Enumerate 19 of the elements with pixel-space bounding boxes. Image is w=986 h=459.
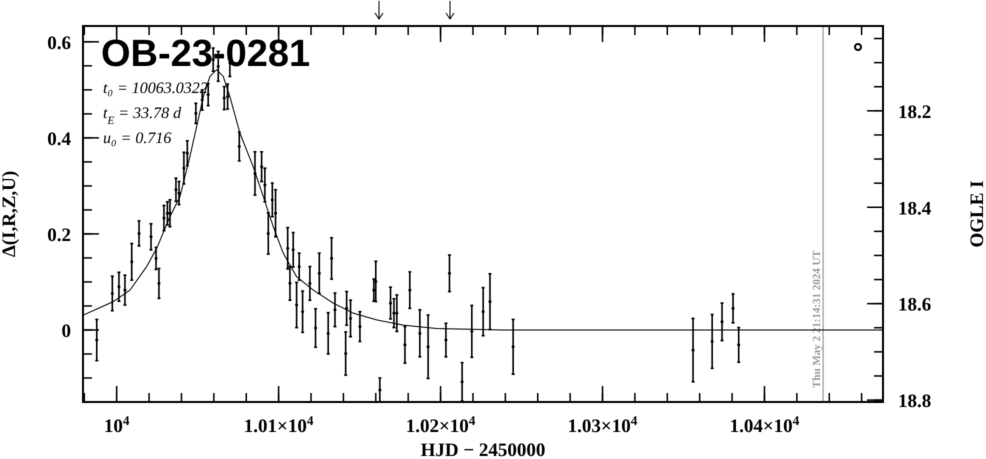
x-axis-title: HJD − 2450000 xyxy=(420,440,546,459)
y2-tick-label: 18.4 xyxy=(898,198,932,220)
y-tick-label: 0.2 xyxy=(47,224,71,246)
y-tick-label: 0.6 xyxy=(47,32,71,54)
y2-axis-title: OGLE I xyxy=(967,180,986,248)
x-tick-label: 10$^{4}$ xyxy=(104,412,130,437)
y-axis-title: Δ(I,R,Z,U) xyxy=(0,170,20,258)
annotation: Thu May 2 21:14:31 2024 UT xyxy=(811,250,824,388)
x-tick-label: 1.02×10$^{4}$ xyxy=(406,412,476,437)
x-tick-label: 1.04×10$^{4}$ xyxy=(730,412,800,437)
y2-tick-label: 18.2 xyxy=(898,102,932,123)
x-tick-label: 1.03×10$^{4}$ xyxy=(568,412,638,437)
y2-tick-label: 18.8 xyxy=(898,391,932,412)
x-tick-label: 1.01×10$^{4}$ xyxy=(244,412,314,437)
y-tick-label: 0 xyxy=(62,320,71,342)
y-tick-label: 0.4 xyxy=(47,128,72,150)
annotation: u₀ = 0.716 xyxy=(103,130,172,147)
y2-tick-label: 18.6 xyxy=(898,294,932,316)
annotation: t$_{E}$ = 33.78 d xyxy=(103,105,182,127)
